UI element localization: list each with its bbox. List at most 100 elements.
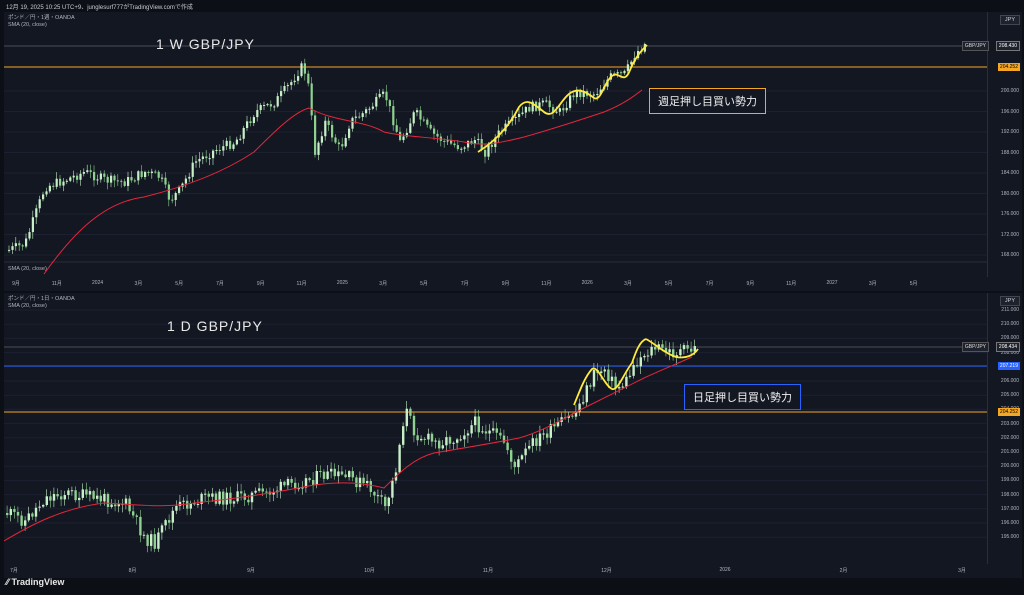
weekly-candle <box>541 100 544 103</box>
daily-candle <box>502 435 506 443</box>
daily-candle <box>672 349 675 358</box>
daily-candle <box>247 499 250 503</box>
weekly-note-box[interactable]: 週足押し目買い勢力 <box>649 88 766 114</box>
daily-candle <box>139 516 142 536</box>
weekly-candle <box>65 180 68 182</box>
weekly-candle <box>286 85 289 87</box>
daily-candle <box>114 504 117 507</box>
daily-candle <box>308 478 311 481</box>
chart-created-timestamp: 12月 19, 2025 10:25 UTC+9、junglesurf777がT… <box>6 5 193 11</box>
weekly-y-tick: 168.000 <box>1000 252 1019 258</box>
daily-y-tick: 209.000 <box>1000 335 1019 342</box>
daily-candle <box>344 474 347 478</box>
daily-candle <box>20 515 23 526</box>
weekly-candle <box>446 140 449 142</box>
weekly-x-tick: 3月 <box>379 281 388 287</box>
weekly-currency-badge[interactable]: JPY <box>999 15 1020 25</box>
daily-candle <box>42 505 45 507</box>
daily-candle <box>204 493 207 495</box>
weekly-x-tick: 5月 <box>420 281 428 287</box>
daily-candle <box>290 478 293 483</box>
daily-candle <box>416 435 419 441</box>
daily-candle <box>232 501 236 504</box>
daily-candle <box>146 534 149 546</box>
weekly-candle <box>467 141 470 148</box>
daily-candle <box>193 503 196 505</box>
weekly-symbol-line[interactable]: ポンド／円・1週・OANDA <box>8 15 75 21</box>
weekly-sma-legend-bottom[interactable]: SMA (20, close) <box>8 266 47 272</box>
weekly-candle <box>133 180 136 182</box>
weekly-plot-area[interactable]: ポンド／円・1週・OANDA SMA (20, close) SMA (20, … <box>4 12 988 277</box>
weekly-candle <box>164 177 167 185</box>
daily-currency-badge[interactable]: JPY <box>999 296 1020 306</box>
daily-candle <box>110 504 113 508</box>
daily-candle <box>384 496 387 507</box>
daily-candle <box>132 511 135 516</box>
daily-chart-pane[interactable]: ポンド／円・1日・OANDA SMA (20, close) 1 D GBP/J… <box>4 293 1022 564</box>
daily-sma-line <box>4 356 693 542</box>
daily-candle <box>319 470 322 472</box>
weekly-x-tick: 7月 <box>216 281 224 287</box>
weekly-candle <box>524 106 527 113</box>
weekly-candle <box>137 171 140 181</box>
weekly-price-axis[interactable]: JPY 200.000 196.000 192.000 188.000 184.000 1… <box>961 12 1022 277</box>
weekly-candle <box>123 181 126 186</box>
weekly-legend: ポンド／円・1週・OANDA SMA (20, close) <box>8 15 75 29</box>
weekly-candle <box>28 232 31 239</box>
daily-candle <box>693 346 696 352</box>
daily-candle <box>513 461 516 468</box>
daily-candle <box>301 487 304 489</box>
daily-candle <box>92 491 95 499</box>
weekly-candle <box>283 86 286 92</box>
daily-candle <box>441 445 444 449</box>
weekly-candle <box>497 130 500 138</box>
weekly-candle <box>79 173 82 180</box>
daily-candle <box>571 415 574 417</box>
daily-candle <box>531 438 534 446</box>
daily-candle <box>682 345 686 350</box>
daily-candle <box>625 376 628 387</box>
weekly-candle <box>273 106 276 108</box>
daily-candle <box>578 403 581 412</box>
weekly-candle <box>460 148 463 150</box>
daily-candle <box>236 491 239 502</box>
daily-symbol-line[interactable]: ポンド／円・1日・OANDA <box>8 296 75 302</box>
weekly-candle <box>463 147 466 149</box>
weekly-time-axis[interactable]: 9月 11月 2024 3月 5月 7月 9月 11月 2025 3月 5月 7月 9月 11月 2026 3… <box>4 277 1022 291</box>
weekly-candle <box>514 116 517 118</box>
weekly-candle <box>89 170 92 172</box>
weekly-candle <box>205 156 208 159</box>
weekly-candle <box>69 177 72 181</box>
daily-note-box[interactable]: 日足押し目買い勢力 <box>684 384 801 410</box>
daily-sma-legend[interactable]: SMA (20, close) <box>8 303 47 309</box>
daily-time-axis[interactable]: 7月 8月 9月 10月 11月 12月 2026 2月 3月 <box>4 564 1022 578</box>
daily-candle <box>189 503 192 509</box>
weekly-candle <box>575 89 578 98</box>
daily-candle <box>150 534 153 546</box>
daily-price-axis[interactable]: JPY 211.000210.000209.000208.000207.0002… <box>961 293 1022 564</box>
weekly-candle <box>426 119 429 125</box>
daily-candle <box>207 493 210 497</box>
weekly-x-tick: 11月 <box>296 281 307 287</box>
weekly-y-tick: 200.000 <box>1000 88 1019 94</box>
weekly-x-tick: 7月 <box>705 281 714 287</box>
daily-candle <box>211 493 214 497</box>
daily-candle <box>452 442 455 444</box>
daily-candle <box>434 440 437 442</box>
weekly-candle <box>113 175 116 181</box>
daily-candle <box>488 430 491 434</box>
daily-legend: ポンド／円・1日・OANDA SMA (20, close) <box>8 296 75 310</box>
daily-candle <box>330 468 333 472</box>
daily-y-tick: 195.000 <box>1000 534 1019 541</box>
daily-candle <box>27 513 30 521</box>
daily-candle <box>369 481 372 492</box>
daily-x-tick: 2026 <box>719 567 731 573</box>
tradingview-brand[interactable]: ⁄⁄ TradingView <box>6 577 64 587</box>
daily-candle <box>679 349 682 356</box>
daily-plot-area[interactable]: ポンド／円・1日・OANDA SMA (20, close) 1 D GBP/J… <box>4 293 988 564</box>
daily-candle <box>574 411 578 417</box>
weekly-candle <box>218 149 221 151</box>
weekly-chart-pane[interactable]: ポンド／円・1週・OANDA SMA (20, close) SMA (20, … <box>4 12 1022 277</box>
daily-candle <box>286 478 290 486</box>
weekly-sma-legend[interactable]: SMA (20, close) <box>8 22 47 28</box>
